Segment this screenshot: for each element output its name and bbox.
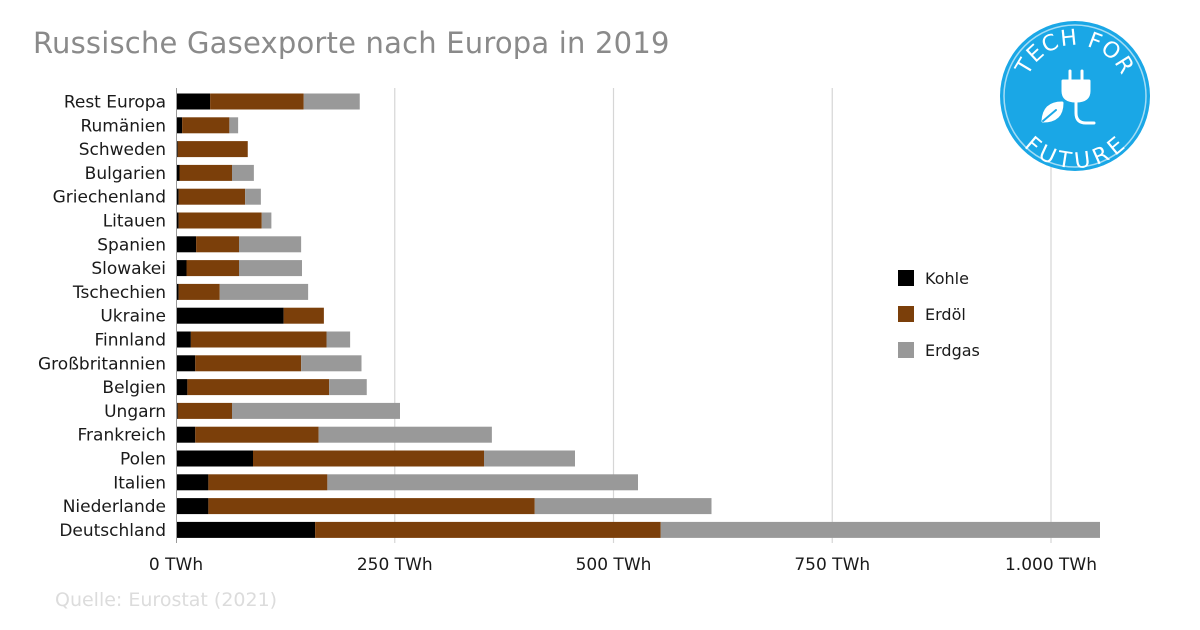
- plug-leaf-icon: [1041, 69, 1096, 125]
- bar-segment-erdgas: [660, 521, 1100, 538]
- x-tick-label: 0 TWh: [149, 555, 203, 575]
- bar-segment-erdgas: [303, 93, 360, 110]
- x-tick-label: 1.000 TWh: [1005, 555, 1097, 575]
- x-tick-label: 750 TWh: [794, 555, 870, 575]
- bar-segment-erdoel: [253, 450, 484, 467]
- bar-segment-kohle: [176, 212, 179, 229]
- tech-for-future-logo: TECH FOR FUTURE: [1000, 21, 1150, 171]
- category-label: Schweden: [79, 140, 166, 160]
- bar-segment-kohle: [176, 521, 316, 538]
- bar-segment-erdgas: [232, 402, 400, 419]
- bar-segment-erdoel: [182, 117, 230, 134]
- bar-segment-erdgas: [232, 164, 254, 181]
- category-label: Rumänien: [80, 116, 166, 136]
- bar-segment-kohle: [176, 164, 180, 181]
- bar-segment-kohle: [176, 474, 209, 491]
- bar-segment-erdgas: [239, 236, 302, 253]
- category-label: Griechenland: [53, 188, 166, 208]
- category-label: Bulgarien: [85, 164, 166, 184]
- bar-segment-erdoel: [190, 331, 327, 348]
- bar-segment-erdoel: [187, 379, 330, 396]
- category-label: Ungarn: [104, 402, 166, 422]
- category-label: Ukraine: [100, 307, 166, 327]
- bar-segment-kohle: [176, 188, 179, 205]
- bar-segment-erdoel: [177, 402, 232, 419]
- bar-segment-kohle: [176, 498, 209, 515]
- bar-segment-erdoel: [178, 188, 246, 205]
- category-label: Rest Europa: [64, 93, 166, 113]
- category-label: Polen: [120, 450, 166, 470]
- category-label: Belgien: [102, 378, 166, 398]
- bar-segment-erdgas: [484, 450, 575, 467]
- bar-segment-erdoel: [210, 93, 304, 110]
- x-tick-labels: 0 TWh 250 TWh 500 TWh 750 TWh 1.000 TWh: [149, 555, 1097, 575]
- bar-segment-kohle: [176, 307, 284, 324]
- category-label: Spanien: [97, 235, 166, 255]
- category-labels: Rest Europa Rumänien Schweden Bulgarien Grie…: [38, 93, 166, 541]
- bar-segment-kohle: [176, 117, 183, 134]
- bar-segment-erdoel: [208, 498, 535, 515]
- bar-segment-erdoel: [178, 212, 262, 229]
- category-label: Frankreich: [78, 426, 167, 446]
- bar-segment-kohle: [176, 260, 187, 277]
- bar-segment-kohle: [176, 426, 196, 443]
- category-label: Tschechien: [72, 283, 166, 303]
- bar-segment-erdoel: [186, 260, 239, 277]
- legend-label: Erdöl: [925, 305, 966, 324]
- bar-segment-erdgas: [261, 212, 272, 229]
- bar-segment-erdgas: [329, 379, 367, 396]
- bar-segment-erdoel: [196, 236, 239, 253]
- bar-segment-kohle: [176, 331, 191, 348]
- legend-swatch: [898, 342, 914, 358]
- legend-label: Erdgas: [925, 341, 980, 360]
- bar-segment-kohle: [176, 379, 188, 396]
- bar-segment-erdgas: [219, 283, 309, 300]
- chart-title: Russische Gasexporte nach Europa in 2019: [33, 26, 670, 60]
- category-label: Großbritannien: [38, 354, 166, 374]
- bar-segment-erdgas: [245, 188, 261, 205]
- bar-segment-kohle: [176, 450, 253, 467]
- bar-segment-erdoel: [195, 355, 302, 372]
- category-label: Deutschland: [59, 521, 166, 541]
- category-label: Italien: [113, 473, 166, 493]
- x-tick-label: 250 TWh: [357, 555, 433, 575]
- bar-segment-erdgas: [534, 498, 712, 515]
- bar-segment-erdoel: [177, 141, 248, 158]
- legend-label: Kohle: [925, 269, 969, 288]
- bar-segment-erdoel: [283, 307, 324, 324]
- category-label: Litauen: [103, 212, 166, 232]
- legend: Kohle Erdöl Erdgas: [898, 269, 980, 360]
- bar-segment-kohle: [176, 93, 211, 110]
- bars: [176, 93, 1100, 538]
- bar-segment-erdoel: [179, 164, 232, 181]
- bar-segment-kohle: [176, 283, 179, 300]
- category-label: Finnland: [94, 331, 166, 351]
- x-tick-label: 500 TWh: [576, 555, 652, 575]
- bar-segment-erdgas: [318, 426, 492, 443]
- bar-segment-erdoel: [208, 474, 328, 491]
- bar-segment-erdgas: [239, 260, 302, 277]
- category-label: Niederlande: [63, 497, 166, 517]
- bar-segment-kohle: [176, 236, 197, 253]
- bar-segment-erdoel: [315, 521, 661, 538]
- bar-segment-erdoel: [195, 426, 319, 443]
- source-note: Quelle: Eurostat (2021): [55, 589, 278, 611]
- category-label: Slowakei: [91, 259, 166, 279]
- bar-segment-erdgas: [229, 117, 239, 134]
- bar-segment-erdgas: [301, 355, 362, 372]
- legend-swatch: [898, 270, 914, 286]
- bar-segment-erdgas: [326, 331, 351, 348]
- bar-segment-kohle: [176, 355, 196, 372]
- bar-segment-erdoel: [178, 283, 220, 300]
- bar-segment-erdgas: [327, 474, 638, 491]
- legend-swatch: [898, 306, 914, 322]
